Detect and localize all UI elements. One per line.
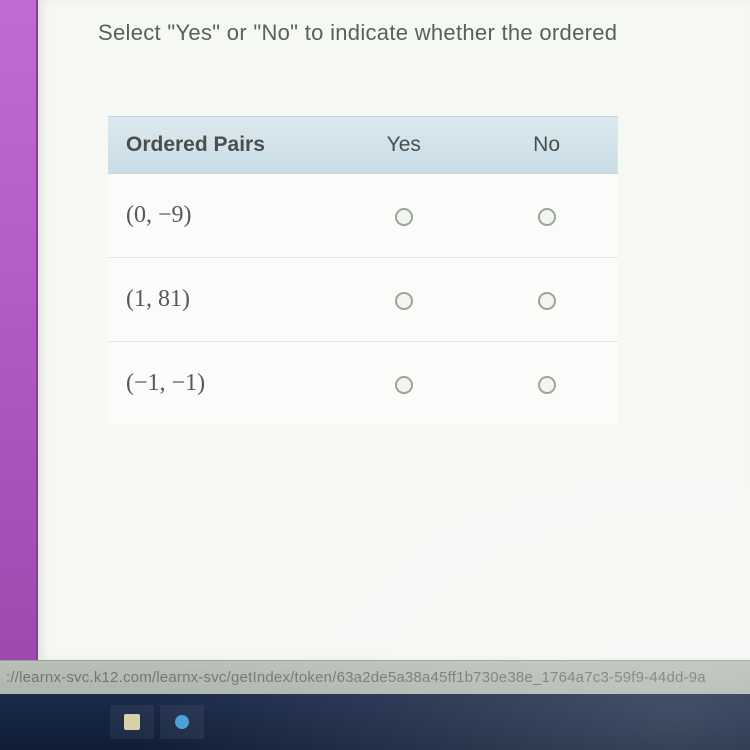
radio-no-0[interactable] [538, 208, 556, 226]
ordered-pairs-table: Ordered Pairs Yes No (0, −9) [108, 116, 618, 425]
left-accent-stripe [0, 0, 38, 660]
table-row: (0, −9) [108, 174, 618, 258]
screen: Select "Yes" or "No" to indicate whether… [0, 0, 750, 750]
ordered-pairs-table-wrap: Ordered Pairs Yes No (0, −9) [108, 116, 618, 425]
no-cell [475, 342, 618, 426]
radio-no-2[interactable] [538, 376, 556, 394]
header-ordered-pairs: Ordered Pairs [108, 117, 332, 174]
no-cell [475, 174, 618, 258]
pair-cell: (0, −9) [108, 174, 332, 258]
taskbar [0, 694, 750, 750]
radio-yes-1[interactable] [395, 292, 413, 310]
radio-yes-0[interactable] [395, 208, 413, 226]
table-header-row: Ordered Pairs Yes No [108, 117, 618, 174]
header-no: No [475, 117, 618, 174]
yes-cell [332, 258, 475, 342]
no-cell [475, 258, 618, 342]
pair-cell: (−1, −1) [108, 342, 332, 426]
taskbar-item-1[interactable] [110, 705, 154, 739]
yes-cell [332, 342, 475, 426]
header-yes: Yes [332, 117, 475, 174]
app-icon [172, 712, 192, 732]
radio-no-1[interactable] [538, 292, 556, 310]
radio-yes-2[interactable] [395, 376, 413, 394]
question-text: Select "Yes" or "No" to indicate whether… [38, 20, 750, 46]
content-area: Select "Yes" or "No" to indicate whether… [38, 0, 750, 660]
pair-cell: (1, 81) [108, 258, 332, 342]
table-row: (1, 81) [108, 258, 618, 342]
taskbar-item-2[interactable] [160, 705, 204, 739]
status-url-strip: ://learnx-svc.k12.com/learnx-svc/getInde… [0, 660, 750, 694]
table-row: (−1, −1) [108, 342, 618, 426]
yes-cell [332, 174, 475, 258]
app-icon [122, 712, 142, 732]
